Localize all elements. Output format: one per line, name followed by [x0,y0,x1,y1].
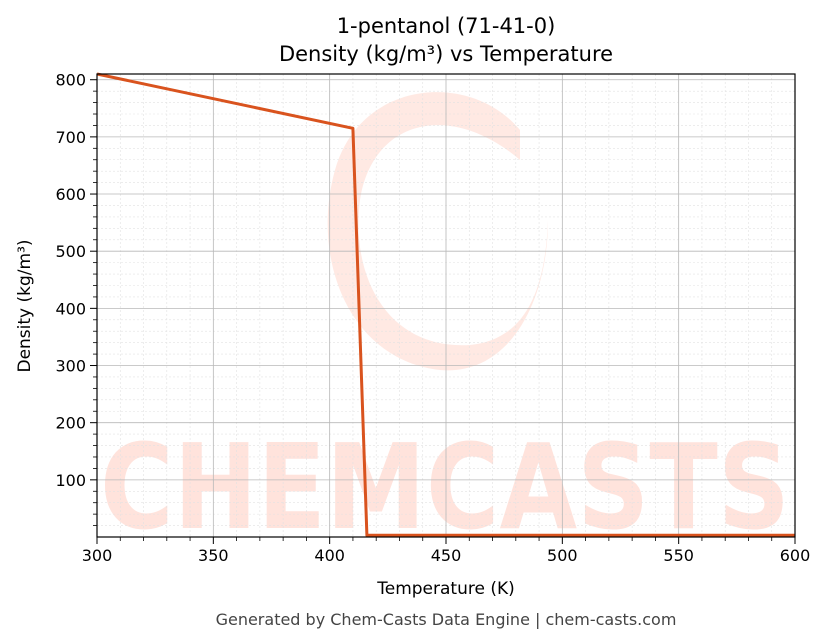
x-tick-label: 500 [547,546,578,565]
chart-title: 1-pentanol (71-41-0) [337,14,556,38]
y-tick-label: 800 [55,71,86,90]
grid [96,74,796,537]
y-tick-label: 100 [55,471,86,490]
x-tick-label: 400 [314,546,345,565]
y-tick-label: 600 [55,185,86,204]
y-tick-label: 700 [55,128,86,147]
chart-subtitle: Density (kg/m³) vs Temperature [279,42,613,66]
x-tick-label: 550 [663,546,694,565]
x-tick-label: 300 [82,546,113,565]
series-layer [96,72,795,537]
x-tick-label: 450 [431,546,462,565]
footer-credit: Generated by Chem-Casts Data Engine | ch… [216,610,677,629]
x-axis-label: Temperature (K) [376,579,515,599]
y-tick-label: 300 [55,357,86,376]
series-line-0 [96,72,795,537]
x-tick-label: 350 [198,546,229,565]
y-tick-label: 500 [55,242,86,261]
y-tick-label: 400 [55,299,86,318]
x-tick-label: 600 [780,546,811,565]
y-axis-label: Density (kg/m³) [15,239,35,372]
axes: 300 350 400 450 500 550 600 100 200 300 400 500 600 7… [55,71,810,565]
watermark-text: CHEMCASTS [100,418,790,556]
y-tick-label: 200 [55,414,86,433]
chemcasts-watermark: CHEMCASTS [100,92,790,556]
